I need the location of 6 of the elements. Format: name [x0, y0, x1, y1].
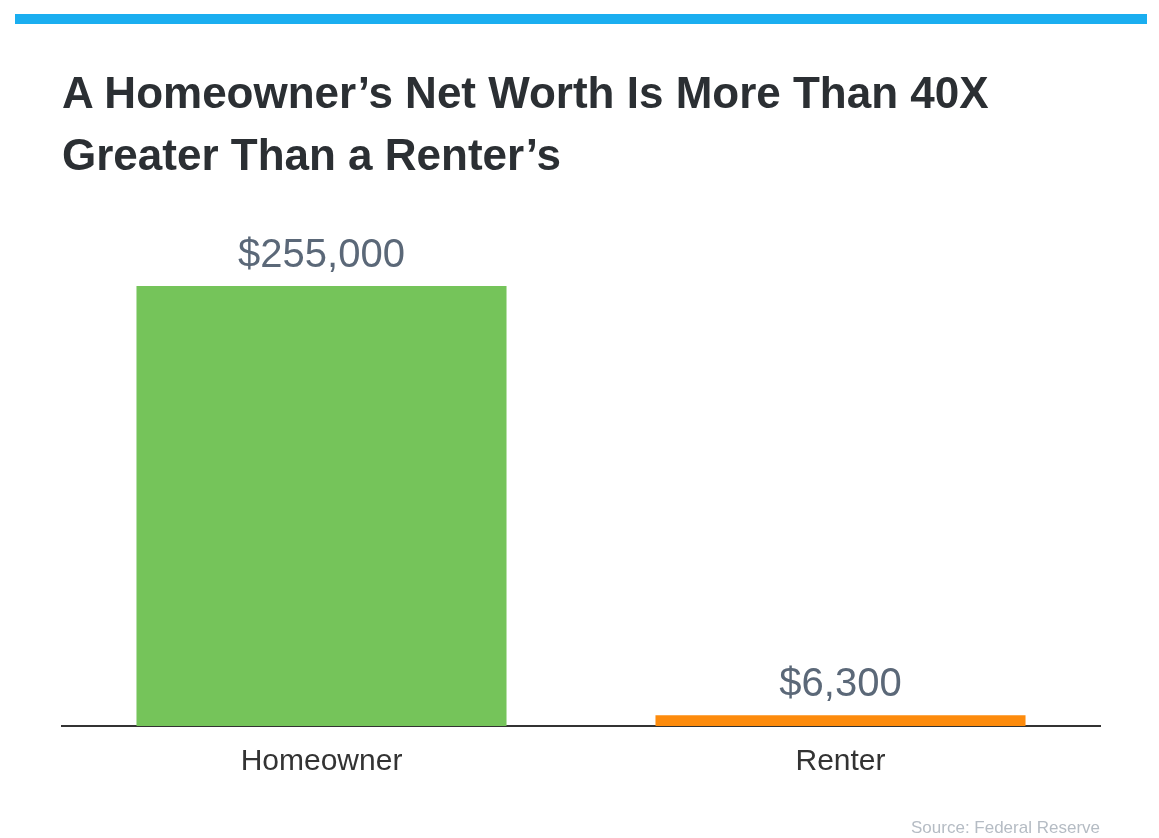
data-label: $255,000 — [238, 231, 405, 276]
source-note: Source: Federal Reserve — [911, 818, 1100, 838]
x-tick-label: Homeowner — [240, 743, 403, 777]
x-tick-label: Renter — [795, 743, 886, 777]
chart-title: A Homeowner’s Net Worth Is More Than 40X Greater Than a Renter’s — [62, 67, 990, 181]
data-label: $6,300 — [779, 660, 902, 705]
